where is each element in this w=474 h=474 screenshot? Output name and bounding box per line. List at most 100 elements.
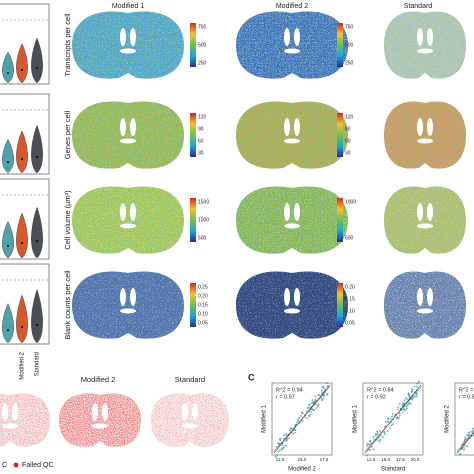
ventricle [92,403,98,421]
point [376,439,379,442]
ventricle [417,203,423,221]
point [369,449,372,451]
point [366,444,368,447]
point [293,429,296,432]
point [389,417,392,420]
point [390,424,393,427]
label: 15.0 [298,457,307,462]
point [322,397,325,400]
point [317,405,319,407]
point [386,417,389,420]
point [415,382,418,385]
point [398,403,401,406]
point [379,439,382,442]
point [290,427,293,430]
point [403,409,406,412]
point [372,448,375,451]
point [281,444,284,447]
label: 1000 [345,199,356,205]
brain-section [384,11,466,79]
label: 90 [198,126,204,132]
point [275,455,278,458]
label: 0.20 [198,293,208,299]
point [376,433,379,435]
label: Standard [175,375,205,384]
point [311,408,314,411]
label: Modified 2 [81,375,116,384]
colorbar [190,113,196,157]
point [468,433,471,436]
label: r = 0.92 [459,394,474,400]
ventricle [417,288,423,306]
violin [31,206,43,259]
violin-box [0,3,50,85]
point [284,444,287,447]
point [384,425,387,428]
point [470,430,473,433]
violin [2,220,14,259]
label: Modified 1 [353,404,359,432]
brain-section [72,186,184,254]
label: 60 [345,138,351,144]
fit-line [364,386,422,452]
ventricle [2,403,8,421]
median [21,69,23,71]
label: 0.20 [345,284,355,290]
median [21,326,23,328]
label: 500 [345,42,354,48]
point [306,417,309,420]
label: 120 [345,114,354,120]
point [311,399,314,401]
label: 500 [345,235,354,241]
label: R^2 = 0.84 [367,387,394,393]
point [467,435,470,438]
ventricle [130,288,136,306]
violin [2,303,14,344]
point [412,397,415,399]
point [297,418,299,421]
point [398,414,401,417]
violin [16,130,28,174]
label: r = 0.92 [367,394,386,400]
brain-section [236,11,348,79]
label: 12.5 [367,457,376,462]
speckle [236,11,348,79]
point [279,439,282,442]
label: Modified 1 [112,3,144,10]
point [312,409,315,412]
label: C [2,462,7,469]
point [392,423,394,426]
ventricle [284,308,300,314]
label: 90 [345,126,351,132]
point [379,430,381,432]
violin [16,212,28,259]
point [464,438,467,441]
label: Failed QC [22,462,54,469]
label: Modified 2 [288,467,316,473]
point [396,417,398,420]
point [315,406,318,409]
label: R^2 = 0.94 [276,387,303,393]
point [314,395,316,398]
speckle [151,393,229,447]
speckle [236,271,348,339]
point [463,448,466,451]
point [304,416,307,419]
ventricle [92,423,108,429]
point [464,436,467,439]
point [382,436,384,439]
label: 250 [345,60,354,66]
point [283,446,285,449]
ventricle [120,28,126,46]
label: 12.5 [276,457,285,462]
ventricle [120,48,136,54]
point [326,393,329,396]
ventricle [120,223,136,229]
point [384,421,387,424]
point [411,388,414,390]
point [280,447,283,450]
label: Standard [381,467,405,473]
brain-section [384,101,466,169]
label: Standard [404,3,433,10]
point [326,385,329,388]
